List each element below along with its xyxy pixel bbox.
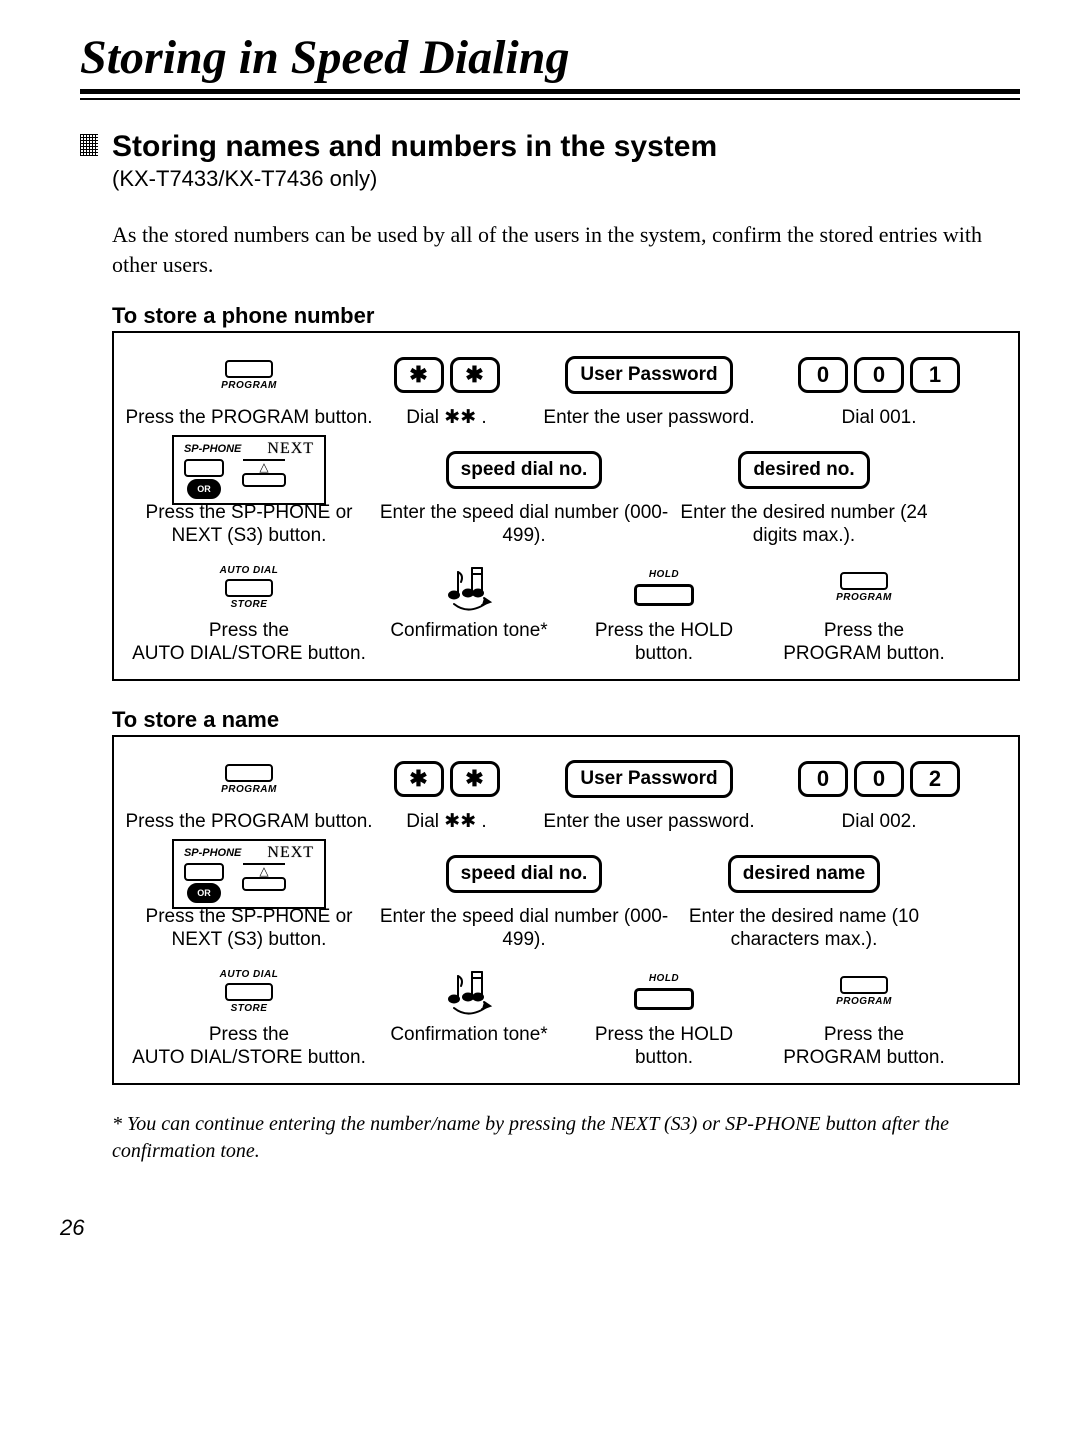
- step-cell: AUTO DIAL STORE Press theAUTO DIAL/STORE…: [124, 562, 374, 666]
- step-cell: desired no. Enter the desired number (24…: [674, 444, 934, 548]
- dial-keys-icon: ✱✱: [391, 357, 503, 393]
- procedure-heading: To store a name: [112, 707, 1020, 733]
- step-cell: 002 Dial 002.: [779, 753, 979, 834]
- section-header: Storing names and numbers in the system: [80, 130, 1020, 164]
- section-title: Storing names and numbers in the system: [112, 130, 717, 164]
- step-label: Enter the user password.: [543, 811, 754, 834]
- step-row: AUTO DIAL STORE Press theAUTO DIAL/STORE…: [124, 562, 1008, 666]
- procedure-box: PROGRAM Press the PROGRAM button. ✱✱ Dia…: [112, 333, 1020, 681]
- step-label: Press the PROGRAM button.: [125, 407, 372, 430]
- step-row: PROGRAM Press the PROGRAM button. ✱✱ Dia…: [124, 753, 1008, 834]
- step-cell: PROGRAM Press thePROGRAM button.: [764, 966, 964, 1070]
- step-cell: PROGRAM Press the PROGRAM button.: [124, 753, 374, 834]
- confirmation-tone-icon: [444, 968, 494, 1016]
- page-number: 26: [60, 1215, 1020, 1241]
- step-label: Press the PROGRAM button.: [125, 811, 372, 834]
- step-cell: PROGRAM Press thePROGRAM button.: [764, 562, 964, 666]
- step-label: Press thePROGRAM button.: [783, 1024, 945, 1070]
- dial-keys-icon: ✱✱: [391, 761, 503, 797]
- intro-text: As the stored numbers can be used by all…: [112, 220, 1000, 279]
- section-marker-icon: [80, 134, 98, 156]
- dial-keys-icon: 002: [795, 761, 963, 797]
- step-label: Press theAUTO DIAL/STORE button.: [132, 1024, 366, 1070]
- input-field-icon: speed dial no.: [446, 451, 603, 489]
- step-label: Press the HOLD button.: [564, 1024, 764, 1070]
- step-cell: HOLD Press the HOLD button.: [564, 966, 764, 1070]
- step-label: Enter the desired name (10 characters ma…: [674, 906, 934, 952]
- step-label: Press the SP-PHONE or NEXT (S3) button.: [124, 502, 374, 548]
- step-cell: 001 Dial 001.: [779, 349, 979, 430]
- step-cell: SP-PHONE NEXT OR △ Press the SP-PHONE or…: [124, 444, 374, 548]
- input-field-icon: User Password: [565, 356, 732, 394]
- program-button-icon: PROGRAM: [836, 572, 892, 603]
- step-label: Dial ✱✱ .: [406, 407, 486, 430]
- step-cell: speed dial no. Enter the speed dial numb…: [374, 444, 674, 548]
- procedure-heading: To store a phone number: [112, 303, 1020, 329]
- step-label: Press the SP-PHONE or NEXT (S3) button.: [124, 906, 374, 952]
- program-button-icon: PROGRAM: [221, 764, 277, 795]
- step-cell: Confirmation tone*: [374, 966, 564, 1047]
- autodial-button-icon: AUTO DIAL STORE: [220, 566, 279, 610]
- step-cell: HOLD Press the HOLD button.: [564, 562, 764, 666]
- step-row: SP-PHONE NEXT OR △ Press the SP-PHONE or…: [124, 848, 1008, 952]
- page: Storing in Speed Dialing Storing names a…: [0, 0, 1080, 1271]
- step-label: Dial 002.: [842, 811, 917, 834]
- step-label: Confirmation tone*: [390, 1024, 547, 1047]
- step-label: Press theAUTO DIAL/STORE button.: [132, 620, 366, 666]
- step-cell: ✱✱ Dial ✱✱ .: [374, 349, 519, 430]
- step-row: PROGRAM Press the PROGRAM button. ✱✱ Dia…: [124, 349, 1008, 430]
- sp-phone-next-icon: SP-PHONE NEXT OR △: [172, 839, 326, 909]
- input-field-icon: desired no.: [738, 451, 869, 489]
- section-subtitle: (KX-T7433/KX-T7436 only): [112, 166, 1020, 192]
- step-label: Press the HOLD button.: [564, 620, 764, 666]
- step-cell: AUTO DIAL STORE Press theAUTO DIAL/STORE…: [124, 966, 374, 1070]
- step-label: Enter the speed dial number (000-499).: [374, 502, 674, 548]
- page-title: Storing in Speed Dialing: [80, 30, 1020, 85]
- step-label: Press thePROGRAM button.: [783, 620, 945, 666]
- step-label: Enter the desired number (24 digits max.…: [674, 502, 934, 548]
- step-label: Confirmation tone*: [390, 620, 547, 643]
- input-field-icon: desired name: [728, 855, 881, 893]
- step-row: AUTO DIAL STORE Press theAUTO DIAL/STORE…: [124, 966, 1008, 1070]
- step-label: Dial ✱✱ .: [406, 811, 486, 834]
- step-cell: speed dial no. Enter the speed dial numb…: [374, 848, 674, 952]
- hold-button-icon: HOLD: [634, 570, 694, 606]
- footnote: * You can continue entering the number/n…: [112, 1111, 990, 1165]
- step-label: Dial 001.: [842, 407, 917, 430]
- step-cell: Confirmation tone*: [374, 562, 564, 643]
- step-cell: SP-PHONE NEXT OR △ Press the SP-PHONE or…: [124, 848, 374, 952]
- step-cell: User Password Enter the user password.: [519, 753, 779, 834]
- step-cell: PROGRAM Press the PROGRAM button.: [124, 349, 374, 430]
- confirmation-tone-icon: [444, 564, 494, 612]
- autodial-button-icon: AUTO DIAL STORE: [220, 970, 279, 1014]
- step-label: Enter the user password.: [543, 407, 754, 430]
- procedure-box: PROGRAM Press the PROGRAM button. ✱✱ Dia…: [112, 737, 1020, 1085]
- step-label: Enter the speed dial number (000-499).: [374, 906, 674, 952]
- program-button-icon: PROGRAM: [221, 360, 277, 391]
- step-cell: desired name Enter the desired name (10 …: [674, 848, 934, 952]
- sp-phone-next-icon: SP-PHONE NEXT OR △: [172, 435, 326, 505]
- step-cell: User Password Enter the user password.: [519, 349, 779, 430]
- input-field-icon: speed dial no.: [446, 855, 603, 893]
- program-button-icon: PROGRAM: [836, 976, 892, 1007]
- hold-button-icon: HOLD: [634, 974, 694, 1010]
- input-field-icon: User Password: [565, 760, 732, 798]
- title-rule: [80, 89, 1020, 100]
- step-row: SP-PHONE NEXT OR △ Press the SP-PHONE or…: [124, 444, 1008, 548]
- dial-keys-icon: 001: [795, 357, 963, 393]
- step-cell: ✱✱ Dial ✱✱ .: [374, 753, 519, 834]
